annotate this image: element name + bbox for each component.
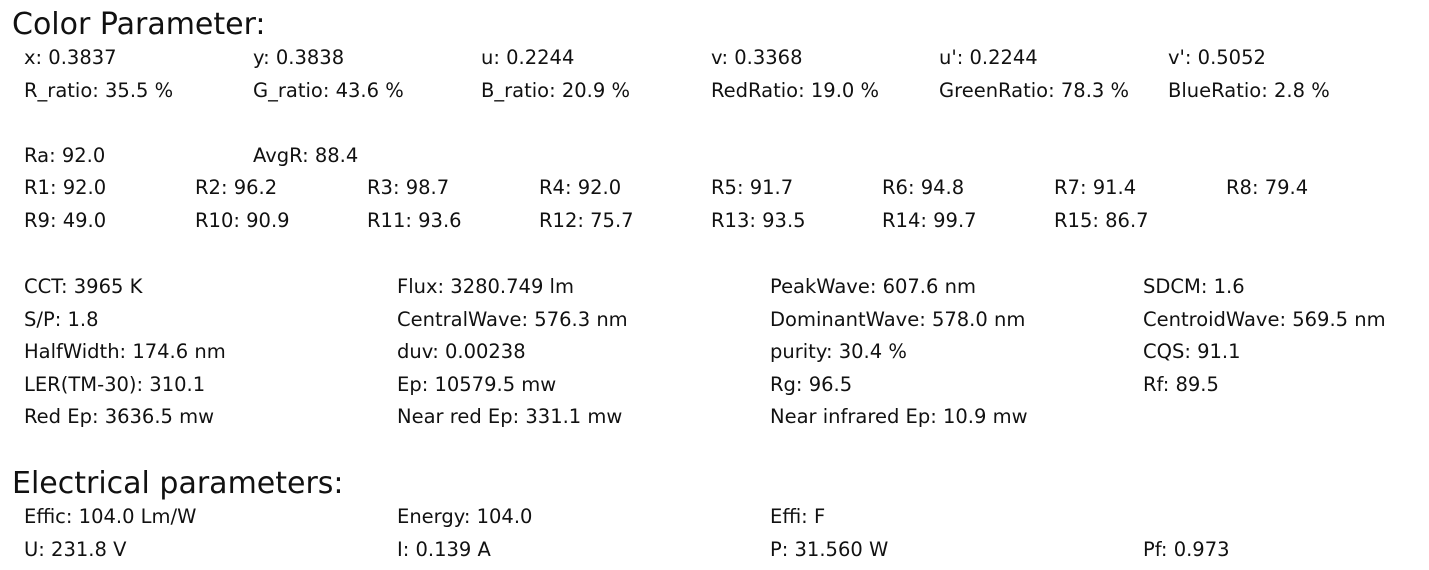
parameter: v: 0.3368 — [711, 46, 803, 69]
parameter: R13: 93.5 — [711, 209, 806, 232]
parameter: x: 0.3837 — [24, 46, 117, 69]
parameter: Near infrared Ep: 10.9 mw — [770, 405, 1028, 429]
parameter: u: 0.2244 — [481, 46, 575, 69]
parameter: R6: 94.8 — [882, 176, 965, 199]
parameter: AvgR: 88.4 — [253, 144, 359, 167]
parameter: GreenRatio: 78.3 % — [939, 79, 1130, 102]
parameter: R8: 79.4 — [1226, 176, 1309, 199]
parameter: SDCM: 1.6 — [1143, 275, 1245, 298]
parameter: LER(TM-30): 310.1 — [24, 372, 206, 396]
parameter: Near red Ep: 331.1 mw — [397, 405, 623, 429]
parameter: R5: 91.7 — [711, 176, 794, 199]
parameter: R2: 96.2 — [195, 176, 278, 199]
parameter: Effic: 104.0 Lm/W — [24, 505, 197, 528]
parameter: v': 0.5052 — [1168, 46, 1266, 69]
parameter: CQS: 91.1 — [1143, 340, 1241, 364]
parameter: P: 31.560 W — [770, 537, 889, 561]
parameter: R7: 91.4 — [1054, 176, 1137, 199]
parameter: R15: 86.7 — [1054, 209, 1149, 232]
parameter: I: 0.139 A — [397, 537, 491, 561]
parameter: duv: 0.00238 — [397, 340, 526, 364]
parameter: R14: 99.7 — [882, 209, 977, 232]
parameter: Red Ep: 3636.5 mw — [24, 405, 215, 429]
parameter: CentralWave: 576.3 nm — [397, 307, 628, 331]
section-title: Color Parameter: — [12, 7, 266, 42]
parameter: R9: 49.0 — [24, 209, 107, 232]
parameter: B_ratio: 20.9 % — [481, 79, 631, 102]
parameter: Flux: 3280.749 lm — [397, 275, 574, 298]
parameter: u': 0.2244 — [939, 46, 1038, 69]
parameter: Rf: 89.5 — [1143, 372, 1219, 396]
parameter: Energy: 104.0 — [397, 505, 533, 528]
parameter: purity: 30.4 % — [770, 340, 907, 364]
parameter: y: 0.3838 — [253, 46, 345, 69]
parameter: R4: 92.0 — [539, 176, 622, 199]
parameter: S/P: 1.8 — [24, 307, 99, 331]
parameter: BlueRatio: 2.8 % — [1168, 79, 1330, 102]
parameter: HalfWidth: 174.6 nm — [24, 340, 226, 364]
parameter: R_ratio: 35.5 % — [24, 79, 174, 102]
parameter: R10: 90.9 — [195, 209, 290, 232]
parameter: U: 231.8 V — [24, 537, 127, 561]
parameter: RedRatio: 19.0 % — [711, 79, 880, 102]
parameter: Pf: 0.973 — [1143, 537, 1230, 561]
section-title: Electrical parameters: — [12, 466, 344, 501]
parameter: G_ratio: 43.6 % — [253, 79, 404, 102]
parameter: Effi: F — [770, 505, 826, 528]
parameter: R11: 93.6 — [367, 209, 462, 232]
parameter: DominantWave: 578.0 nm — [770, 307, 1026, 331]
parameter: CentroidWave: 569.5 nm — [1143, 307, 1386, 331]
parameter: Ep: 10579.5 mw — [397, 372, 557, 396]
parameter: R12: 75.7 — [539, 209, 634, 232]
parameter: Rg: 96.5 — [770, 372, 853, 396]
parameter: PeakWave: 607.6 nm — [770, 275, 976, 298]
parameter: R3: 98.7 — [367, 176, 450, 199]
parameter: Ra: 92.0 — [24, 144, 106, 167]
parameter: CCT: 3965 K — [24, 275, 143, 298]
parameter: R1: 92.0 — [24, 176, 107, 199]
